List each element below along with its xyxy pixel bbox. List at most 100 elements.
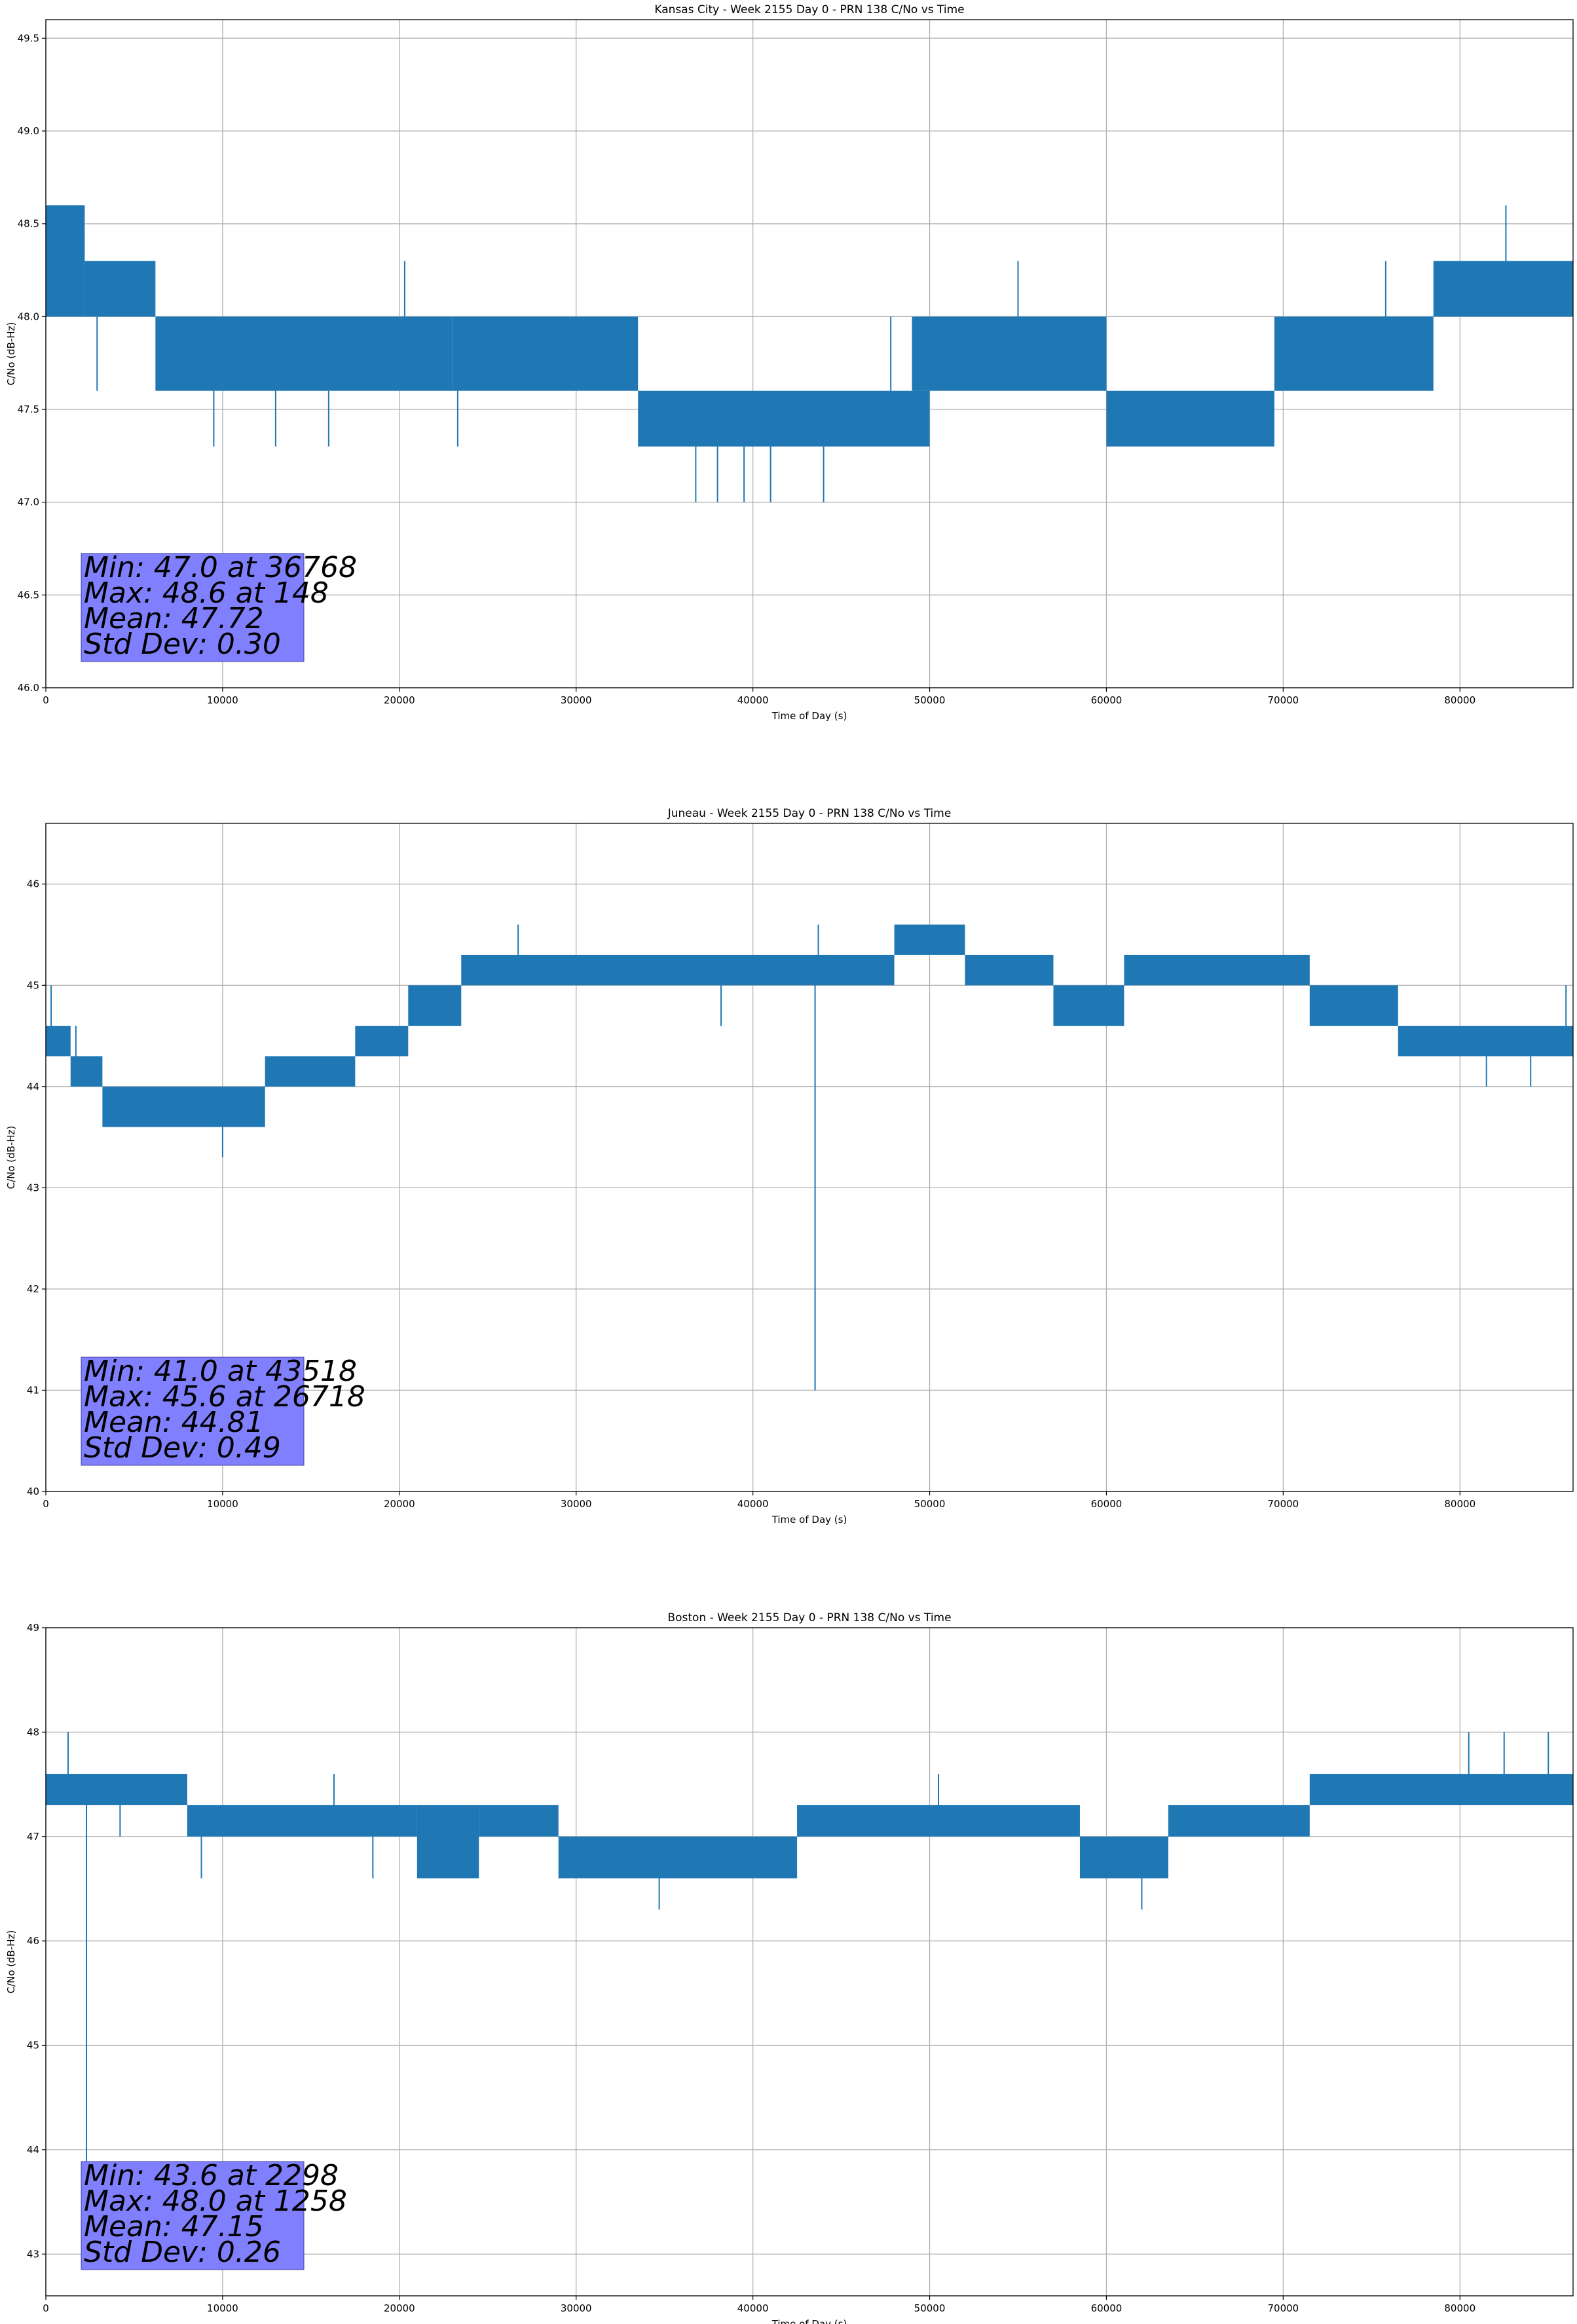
- x-tick-label: 40000: [737, 2302, 769, 2314]
- y-tick-label: 43: [27, 2248, 39, 2260]
- x-tick-label: 10000: [207, 1498, 238, 1510]
- y-tick-label: 41: [27, 1384, 39, 1396]
- x-tick-label: 80000: [1444, 1498, 1475, 1510]
- stats-box: [81, 553, 305, 662]
- stats-line: Std Dev: 0.49: [84, 1431, 281, 1465]
- y-tick-label: 48.0: [18, 310, 39, 322]
- x-tick-label: 80000: [1444, 2302, 1475, 2314]
- data-band: [417, 1805, 479, 1879]
- data-band: [46, 205, 85, 317]
- y-tick-label: 40: [27, 1486, 39, 1497]
- data-band: [1079, 1836, 1168, 1879]
- x-tick-label: 20000: [384, 1498, 415, 1510]
- y-tick-label: 46.0: [18, 682, 39, 694]
- stats-box: [81, 1357, 305, 1466]
- y-tick-label: 43: [27, 1182, 39, 1193]
- y-tick-label: 47.0: [18, 497, 39, 508]
- y-tick-label: 46: [27, 1935, 39, 1947]
- stats-line: Min: 47.0 at 36768: [84, 551, 357, 584]
- x-tick-label: 20000: [384, 2302, 415, 2314]
- stats-line: Max: 45.6 at 26718: [84, 1380, 365, 1414]
- stats-line: Std Dev: 0.30: [84, 628, 281, 661]
- data-band: [1168, 1805, 1310, 1837]
- y-axis-label: C/No (dB-Hz): [5, 1930, 17, 1994]
- x-axis-label: Time of Day (s): [771, 1514, 847, 1526]
- chart-title: Juneau - Week 2155 Day 0 - PRN 138 C/No …: [667, 807, 952, 820]
- chart-title: Boston - Week 2155 Day 0 - PRN 138 C/No …: [667, 1611, 951, 1624]
- data-band: [479, 1805, 559, 1837]
- x-tick-label: 0: [43, 2302, 49, 2314]
- data-band: [1106, 390, 1274, 447]
- axes-frame: [45, 19, 1574, 688]
- data-band: [1398, 1026, 1573, 1057]
- chart-panel-1: 0 10000 20000 30000 40000 50000 60000 70000 8000…: [5, 807, 1574, 1526]
- y-tick-label: 48: [27, 1726, 39, 1738]
- x-tick-label: 30000: [561, 1498, 592, 1510]
- x-tick-label: 0: [43, 694, 49, 706]
- y-tick-label: 47: [27, 1831, 39, 1843]
- y-tick-label: 46.5: [18, 589, 39, 601]
- data-band: [1309, 1774, 1573, 1805]
- data-band: [1309, 985, 1398, 1026]
- chart-title: Kansas City - Week 2155 Day 0 - PRN 138 …: [654, 3, 964, 16]
- y-tick-label: 44: [27, 1081, 39, 1093]
- x-tick-label: 0: [43, 1498, 49, 1510]
- stats-line: Std Dev: 0.26: [84, 2236, 281, 2269]
- data-band: [558, 1836, 798, 1879]
- y-tick-label: 49.5: [18, 32, 39, 44]
- x-tick-label: 30000: [561, 2302, 592, 2314]
- data-band: [46, 1774, 187, 1805]
- stats-line: Mean: 44.81: [84, 1406, 264, 1439]
- y-tick-label: 47.5: [18, 403, 39, 415]
- data-band: [912, 316, 1107, 391]
- data-band: [1124, 954, 1310, 986]
- series-cno: [46, 205, 1573, 502]
- data-band: [1433, 261, 1573, 317]
- data-band: [408, 985, 462, 1026]
- x-axis-label: Time of Day (s): [771, 2318, 847, 2324]
- stats-line: Mean: 47.72: [84, 602, 264, 635]
- x-axis-label: Time of Day (s): [771, 710, 847, 722]
- data-band: [265, 1056, 356, 1087]
- data-band: [187, 1805, 417, 1837]
- x-tick-label: 20000: [384, 694, 415, 706]
- y-tick-label: 46: [27, 878, 39, 890]
- x-tick-label: 70000: [1267, 2302, 1299, 2314]
- x-tick-label: 60000: [1091, 694, 1122, 706]
- data-band: [1274, 316, 1434, 391]
- y-tick-label: 45: [27, 2040, 39, 2052]
- series-cno: [46, 1732, 1573, 2192]
- subplots: 0 10000 20000 30000 40000 50000 60000 70000 8000…: [5, 3, 1574, 2324]
- data-band: [965, 954, 1054, 986]
- x-tick-label: 70000: [1267, 694, 1299, 706]
- data-band: [894, 924, 965, 955]
- y-axis-label: C/No (dB-Hz): [5, 1126, 17, 1190]
- x-tick-label: 50000: [914, 2302, 946, 2314]
- x-tick-label: 70000: [1267, 1498, 1299, 1510]
- data-band: [155, 316, 453, 391]
- x-tick-label: 80000: [1444, 694, 1475, 706]
- stats-box: [81, 2161, 305, 2270]
- series-cno: [46, 924, 1573, 1391]
- y-axis-label: C/No (dB-Hz): [5, 322, 17, 386]
- axes-frame: [45, 1627, 1574, 2296]
- chart-panel-0: 0 10000 20000 30000 40000 50000 60000 70000 8000…: [5, 3, 1574, 722]
- y-tick-label: 45: [27, 979, 39, 991]
- x-tick-label: 50000: [914, 1498, 946, 1510]
- y-tick-label: 44: [27, 2144, 39, 2156]
- y-tick-label: 48.5: [18, 218, 39, 230]
- data-band: [355, 1026, 409, 1057]
- stats-line: Min: 43.6 at 2298: [84, 2159, 339, 2192]
- stats-line: Max: 48.0 at 1258: [84, 2184, 347, 2218]
- data-band: [452, 316, 639, 391]
- data-band: [84, 261, 156, 317]
- x-tick-label: 10000: [207, 2302, 238, 2314]
- stats-line: Min: 41.0 at 43518: [84, 1355, 357, 1388]
- y-tick-label: 49: [27, 1622, 39, 1634]
- axes-frame: [45, 823, 1574, 1492]
- data-band: [102, 1086, 265, 1127]
- x-tick-label: 60000: [1091, 1498, 1122, 1510]
- x-tick-label: 40000: [737, 1498, 769, 1510]
- x-tick-label: 40000: [737, 694, 769, 706]
